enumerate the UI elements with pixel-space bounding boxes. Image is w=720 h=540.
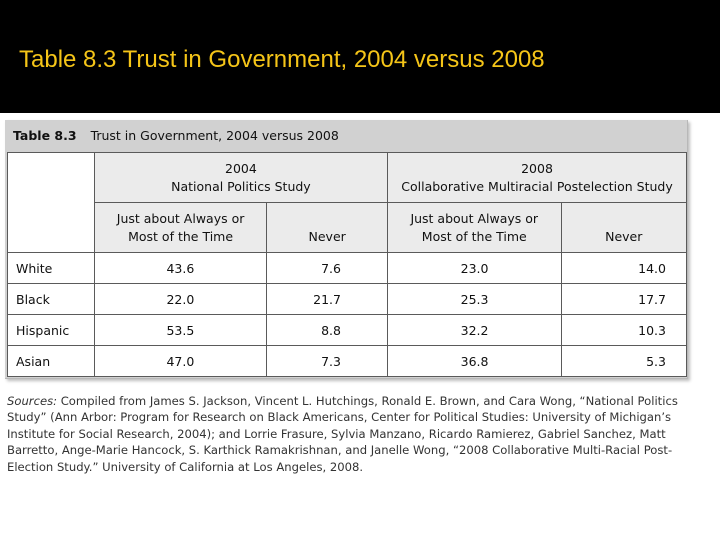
col-header-line: Just about Always or <box>116 210 245 226</box>
group-2004-year: 2004 <box>225 160 257 176</box>
col-header-never-2004: Never <box>266 202 388 253</box>
column-header-row: Just about Always or Most of the Time Ne… <box>8 202 687 253</box>
cell-always-2004: 43.6 <box>93 252 268 284</box>
col-header-always-2004: Just about Always or Most of the Time <box>93 202 268 253</box>
group-header-row: 2004 National Politics Study 2008 Collab… <box>7 152 687 253</box>
cell-never-2008: 5.3 <box>560 345 687 377</box>
cell-always-2008: 32.2 <box>387 314 562 346</box>
cell-never-2008: 10.3 <box>560 314 687 346</box>
cell-always-2008: 25.3 <box>387 283 562 315</box>
cell-always-2004: 22.0 <box>93 283 268 315</box>
group-header-2004: 2004 National Politics Study <box>93 152 389 203</box>
table-caption-text: Trust in Government, 2004 versus 2008 <box>90 128 339 143</box>
table-row: Asian 47.0 7.3 36.8 5.3 <box>7 345 687 377</box>
row-label: Hispanic <box>7 314 95 346</box>
col-header-never-label: Never <box>605 229 643 244</box>
cell-always-2008: 23.0 <box>387 252 562 284</box>
group-header-2008: 2008 Collaborative Multiracial Postelect… <box>387 152 687 203</box>
cell-never-2008: 14.0 <box>560 252 687 284</box>
row-label: White <box>7 252 95 284</box>
cell-never-2004: 7.6 <box>266 252 388 284</box>
trust-table: 2004 National Politics Study 2008 Collab… <box>7 152 687 377</box>
col-header-always-2008: Just about Always or Most of the Time <box>387 202 562 253</box>
group-2008-year: 2008 <box>521 160 553 176</box>
col-header-never-2008: Never <box>560 202 687 253</box>
corner-cell <box>7 152 95 253</box>
group-2004-name: National Politics Study <box>171 178 311 194</box>
table-row: Black 22.0 21.7 25.3 17.7 <box>7 283 687 315</box>
table-panel: Table 8.3 Trust in Government, 2004 versu… <box>5 120 688 379</box>
row-label: Asian <box>7 345 95 377</box>
col-header-line: Just about Always or <box>410 210 539 226</box>
slide-title: Table 8.3 Trust in Government, 2004 vers… <box>19 46 545 73</box>
col-header-line: Most of the Time <box>421 228 527 244</box>
cell-never-2008: 17.7 <box>560 283 687 315</box>
col-header-line: Most of the Time <box>128 228 234 244</box>
cell-always-2004: 47.0 <box>93 345 268 377</box>
sources-note: Sources: Compiled from James S. Jackson,… <box>7 393 697 475</box>
slide-header: Table 8.3 Trust in Government, 2004 vers… <box>0 0 720 113</box>
group-2008-name: Collaborative Multiracial Postelection S… <box>401 178 673 194</box>
cell-never-2004: 21.7 <box>266 283 388 315</box>
cell-always-2008: 36.8 <box>387 345 562 377</box>
cell-never-2004: 8.8 <box>266 314 388 346</box>
table-caption: Table 8.3 Trust in Government, 2004 versu… <box>13 128 339 143</box>
cell-always-2004: 53.5 <box>93 314 268 346</box>
row-label: Black <box>7 283 95 315</box>
table-row: Hispanic 53.5 8.8 32.2 10.3 <box>7 314 687 346</box>
sources-text: Compiled from James S. Jackson, Vincent … <box>7 394 678 474</box>
table-row: White 43.6 7.6 23.0 14.0 <box>7 252 687 284</box>
table-caption-label: Table 8.3 <box>13 128 77 143</box>
sources-label: Sources: <box>7 394 58 408</box>
cell-never-2004: 7.3 <box>266 345 388 377</box>
col-header-never-label: Never <box>308 229 346 244</box>
